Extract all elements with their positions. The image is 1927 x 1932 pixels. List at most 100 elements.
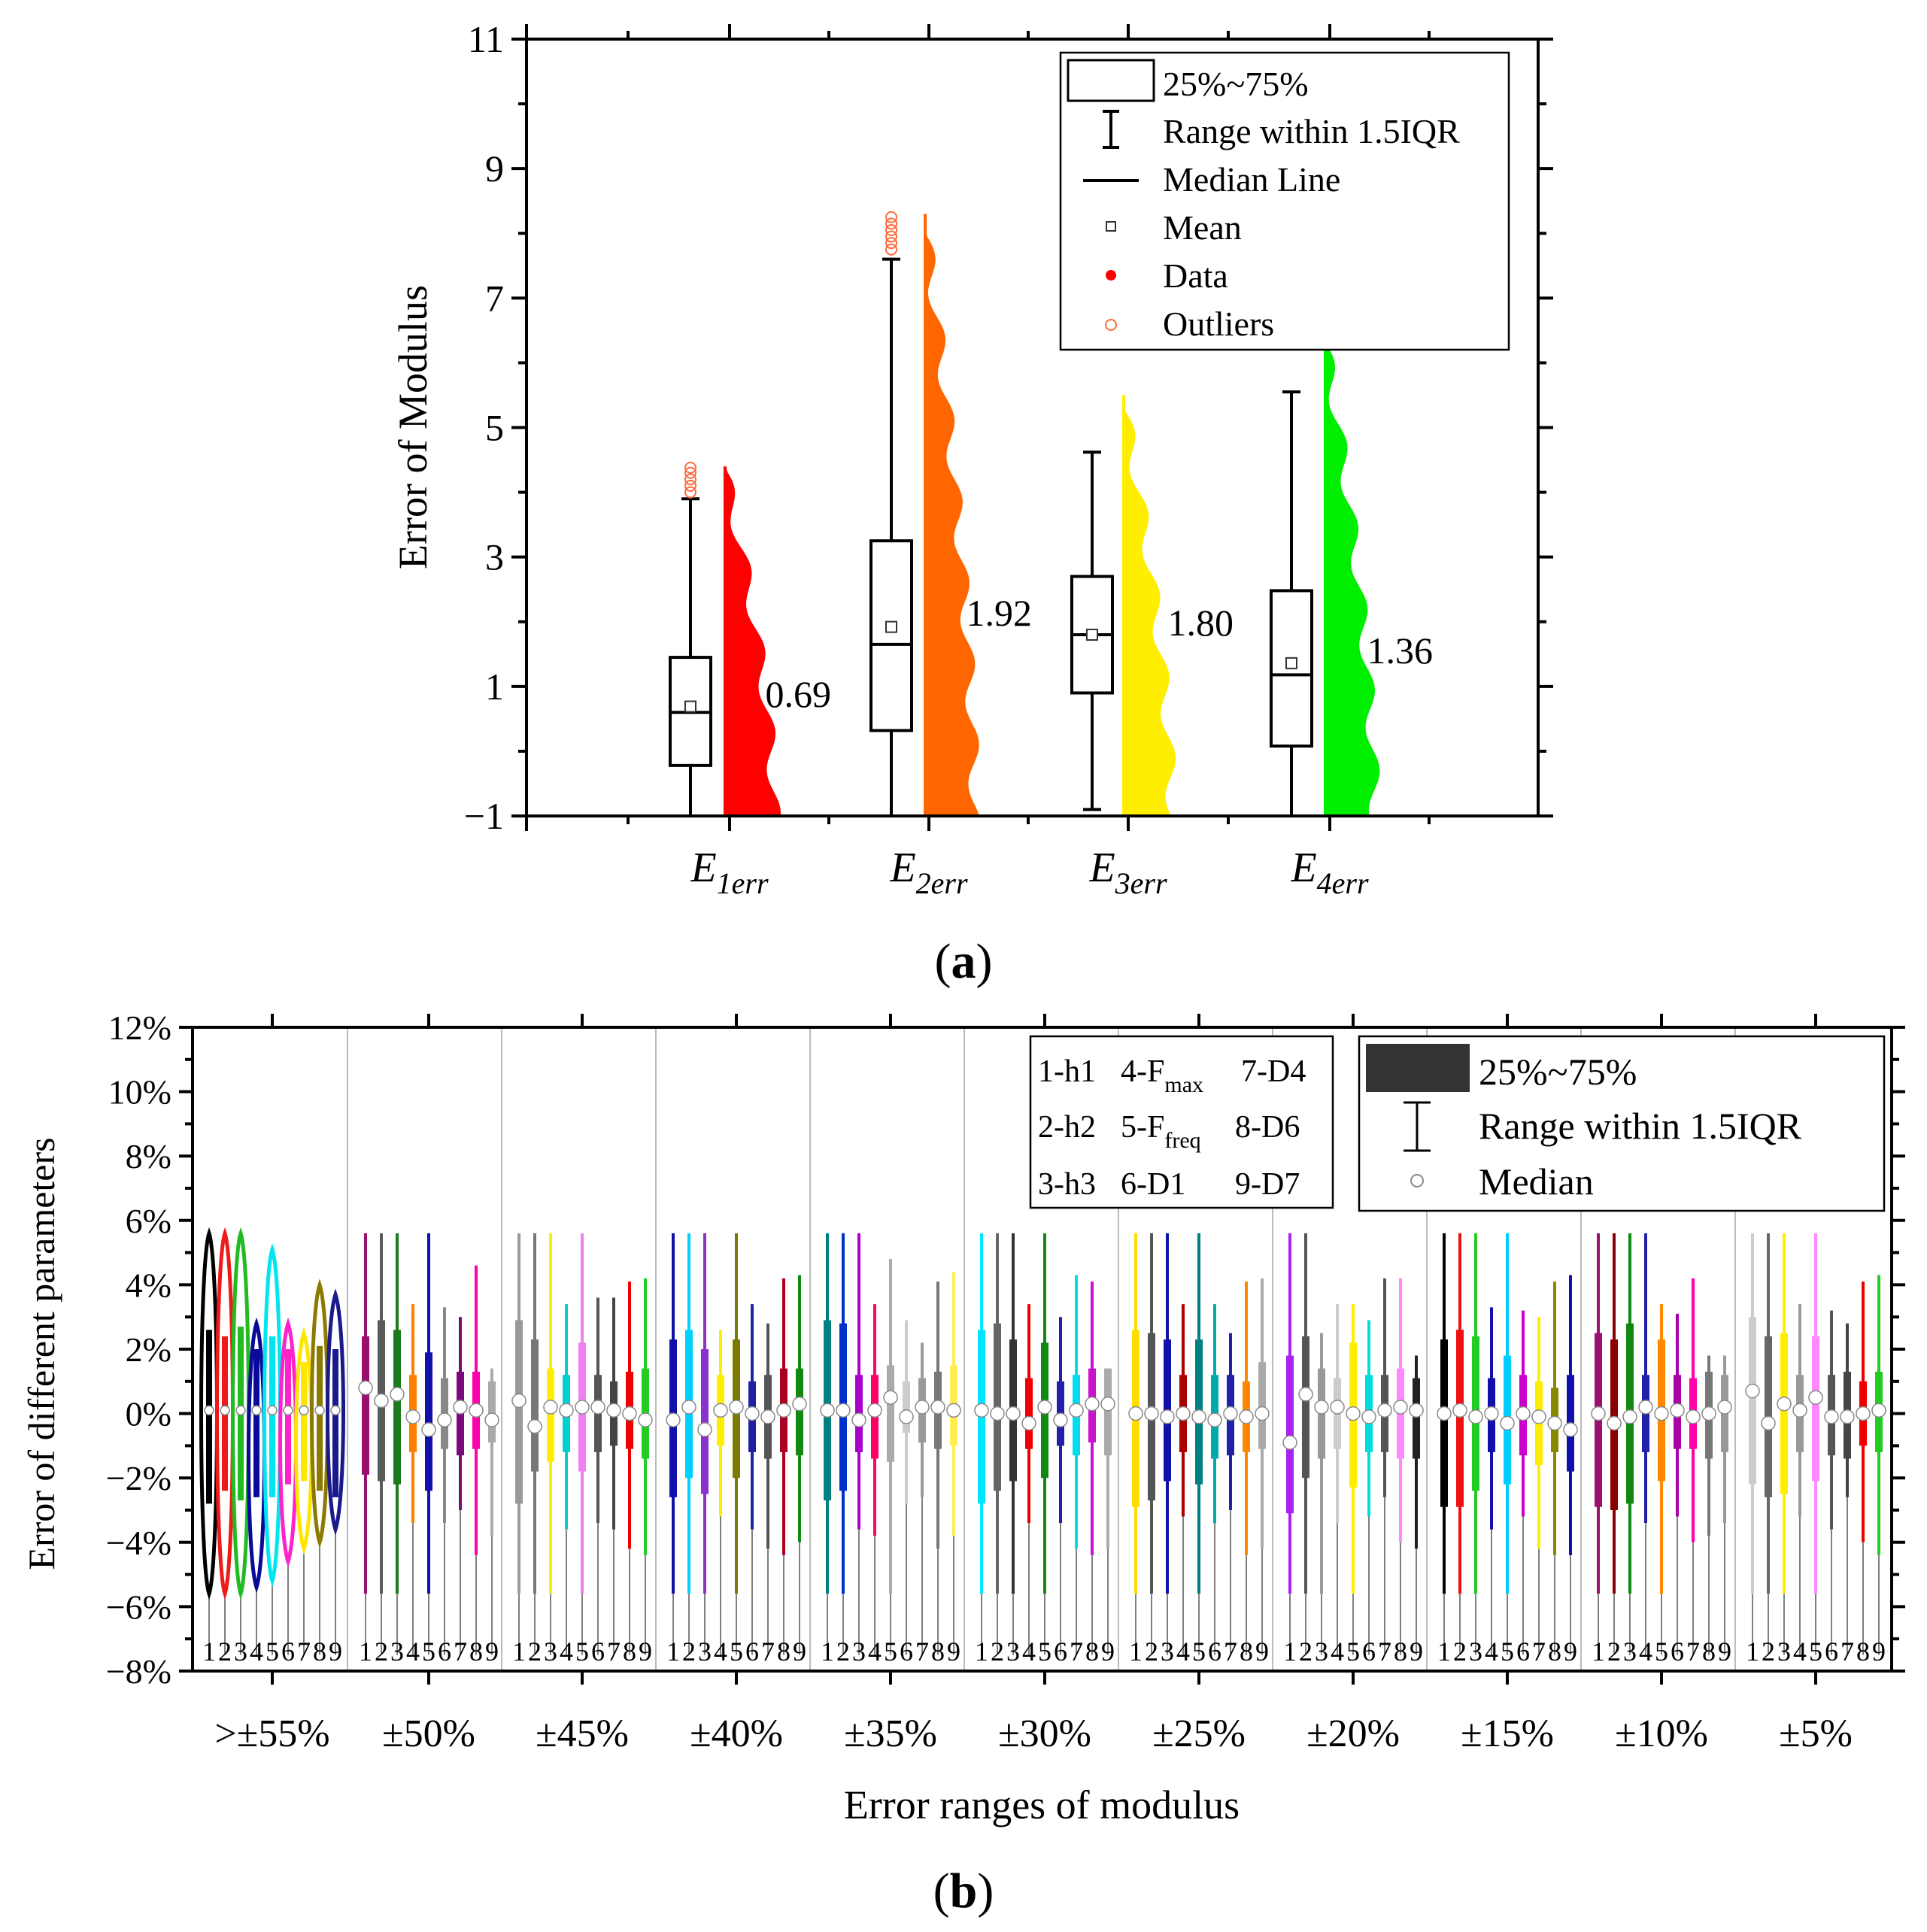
iqr-box-param-2 <box>1456 1330 1464 1507</box>
median-marker-param-7 <box>453 1400 468 1415</box>
violin-param-1 <box>199 1227 219 1600</box>
median-marker-param-2 <box>1144 1406 1159 1421</box>
index-label-3: 3 <box>698 1636 712 1667</box>
median-marker-param-9 <box>1409 1403 1424 1418</box>
panel-a-caption: (a) <box>935 934 993 989</box>
panel-a-box-layer <box>669 211 1313 817</box>
median-marker-param-6 <box>1207 1412 1222 1427</box>
index-label-9: 9 <box>1872 1636 1886 1667</box>
index-label-5: 5 <box>1346 1636 1360 1667</box>
index-label-1: 1 <box>359 1636 372 1667</box>
index-label-5: 5 <box>1655 1636 1668 1667</box>
index-label-4: 4 <box>714 1636 727 1667</box>
b-legend-box-label: 25%~75% <box>1479 1051 1637 1093</box>
index-label-6: 6 <box>438 1636 451 1667</box>
legend-mean-swatch <box>1106 221 1116 232</box>
index-label-5: 5 <box>1809 1636 1822 1667</box>
data-swarm-3 <box>1122 395 1176 816</box>
iqr-box-param-9 <box>1258 1362 1266 1449</box>
index-label-6: 6 <box>1208 1636 1221 1667</box>
median-marker-param-7 <box>1686 1409 1701 1424</box>
iqr-box-param-3 <box>1780 1333 1788 1494</box>
index-label-9: 9 <box>793 1636 806 1667</box>
index-label-1: 1 <box>975 1636 988 1667</box>
box-e4err <box>1270 390 1313 817</box>
index-label-9: 9 <box>947 1636 960 1667</box>
iqr-box-param-3 <box>547 1368 554 1462</box>
iqr-box-param-1 <box>206 1330 212 1504</box>
median-marker-param-5 <box>1191 1409 1206 1424</box>
index-label-2: 2 <box>528 1636 542 1667</box>
index-label-2: 2 <box>375 1636 388 1667</box>
index-label-3: 3 <box>1161 1636 1174 1667</box>
median-marker-param-4 <box>405 1409 420 1424</box>
index-label-8: 8 <box>469 1636 483 1667</box>
median-marker-param-3 <box>1314 1400 1329 1415</box>
index-label-3: 3 <box>234 1636 247 1667</box>
param-legend-fmax: 4-Fmax <box>1121 1054 1203 1097</box>
median-marker-param-7 <box>606 1403 621 1418</box>
panel-b-xlabel: Error ranges of modulus <box>844 1782 1240 1827</box>
median-marker-param-5 <box>883 1390 898 1405</box>
index-label-4: 4 <box>1639 1636 1652 1667</box>
median-marker-param-9 <box>792 1397 807 1412</box>
panel-a-xtick-label-layer: E1err E2err E3err E4err <box>690 845 1369 900</box>
violin-param-5 <box>262 1243 282 1588</box>
index-label-2: 2 <box>1762 1636 1775 1667</box>
median-marker-param-1 <box>358 1380 373 1396</box>
median-marker-param-2 <box>1298 1387 1313 1402</box>
median-marker-param-6 <box>1516 1406 1531 1421</box>
group-9 <box>1437 1233 1578 1655</box>
panel-b-parameter-legend: 1-h1 4-Fmax 7-D4 2-h2 5-Ffreq 8-D6 3-h3 … <box>1029 1035 1334 1209</box>
legend-data-label: Data <box>1163 256 1228 295</box>
index-label-3: 3 <box>1006 1636 1020 1667</box>
group-1 <box>199 1227 345 1655</box>
median-marker-param-5 <box>729 1400 744 1415</box>
median-marker-param-3 <box>543 1400 558 1415</box>
median-marker-param-6 <box>590 1400 605 1415</box>
index-label-1: 1 <box>821 1636 834 1667</box>
index-label-6: 6 <box>745 1636 759 1667</box>
median-marker-param-4 <box>251 1405 262 1416</box>
index-label-8: 8 <box>1548 1636 1561 1667</box>
legend-mean-label: Mean <box>1163 208 1242 247</box>
b-legend-median-label: Median <box>1479 1160 1594 1203</box>
violin-param-3 <box>231 1227 250 1600</box>
median-marker-param-1 <box>1282 1435 1297 1450</box>
outlier-point <box>684 466 696 479</box>
median-marker-param-5 <box>1037 1400 1052 1415</box>
panel-a-ytick-label: 7 <box>485 277 504 319</box>
iqr-box-param-5 <box>887 1365 894 1462</box>
panel-b-chart: −8% −6% −4% −2% 0% 2% 4% 6% 8% 10% 12% >±55% ±50% ±45… <box>20 1008 1905 1918</box>
index-label-6: 6 <box>1362 1636 1376 1667</box>
index-label-8: 8 <box>931 1636 945 1667</box>
group-label-4: ±40% <box>690 1712 783 1755</box>
index-label-8: 8 <box>1856 1636 1870 1667</box>
median-marker-param-6 <box>899 1409 914 1424</box>
index-label-8: 8 <box>1085 1636 1099 1667</box>
iqr-box <box>869 539 913 732</box>
index-label-7: 7 <box>1378 1636 1391 1667</box>
parameter-legend-frame <box>1029 1035 1334 1209</box>
panel-b-ytick-label: 4% <box>126 1266 171 1304</box>
index-label-9: 9 <box>1255 1636 1269 1667</box>
index-label-9: 9 <box>329 1636 342 1667</box>
iqr-box-param-5 <box>1812 1336 1819 1482</box>
index-label-9: 9 <box>1101 1636 1115 1667</box>
panel-a-ytick-label: 3 <box>485 536 504 578</box>
group-label-6: ±30% <box>998 1712 1091 1755</box>
index-label-3: 3 <box>852 1636 866 1667</box>
median-marker-param-9 <box>1100 1397 1115 1412</box>
index-label-3: 3 <box>544 1636 557 1667</box>
index-label-5: 5 <box>730 1636 743 1667</box>
xtick-label-e4: E4err <box>1290 845 1369 900</box>
outlier-point <box>684 479 696 492</box>
median-marker-param-8 <box>1239 1409 1254 1424</box>
b-legend-median-swatch <box>1410 1174 1424 1187</box>
outlier-point <box>885 237 897 250</box>
median-marker-param-6 <box>1053 1412 1068 1427</box>
param-legend-h3: 3-h3 <box>1038 1167 1096 1202</box>
index-label-2: 2 <box>218 1636 232 1667</box>
median-marker-param-2 <box>836 1403 851 1418</box>
param-legend-h2: 2-h2 <box>1038 1110 1096 1145</box>
